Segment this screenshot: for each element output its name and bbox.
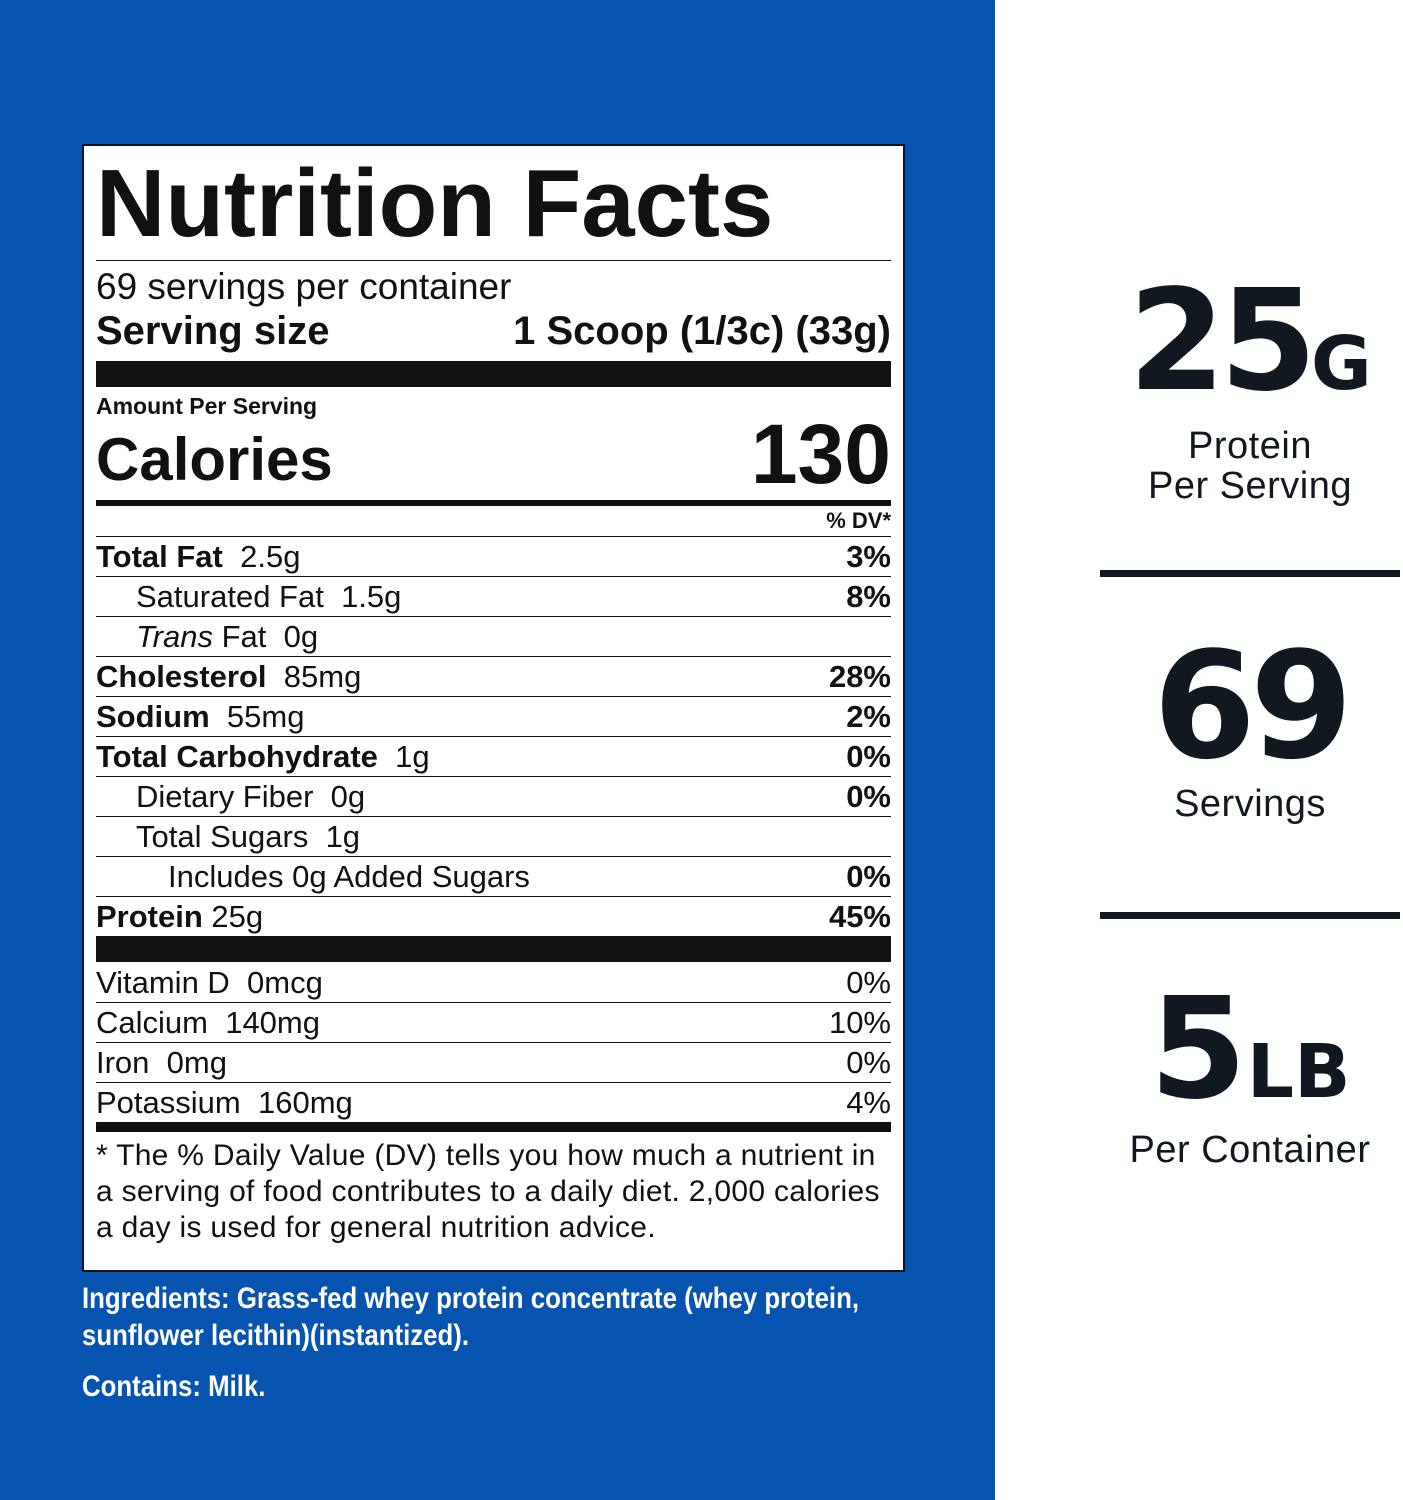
stat-label: Protein [1188,425,1312,467]
nutrient-name: Protein [96,899,203,934]
nutrient-amount: 1g [325,819,361,854]
vitamin-amount: 0mg [166,1045,227,1080]
vitamin-dv: 10% [828,1005,891,1040]
nutrient-name: Saturated Fat [136,579,324,614]
vitamin-row-potassium: Potassium 160mg 4% [96,1082,891,1122]
vitamin-row-vitamin-d: Vitamin D 0mcg 0% [96,962,891,1002]
nutrient-row-saturated-fat: Saturated Fat 1.5g 8% [96,576,891,616]
vitamin-name: Potassium [96,1085,241,1120]
nutrient-name: Includes 0g Added Sugars [168,859,530,894]
serving-size-value: 1 Scoop (1/3c) (33g) [513,309,891,353]
allergen-text: Contains: Milk. [82,1370,266,1403]
stat-label: Servings [1174,783,1326,825]
vitamin-list: Vitamin D 0mcg 0% Calcium 140mg 10% Iron… [96,962,891,1122]
nutrient-row-cholesterol: Cholesterol 85mg 28% [96,656,891,696]
nutrient-name: Cholesterol [96,659,267,694]
vitamin-name: Vitamin D [96,964,230,1000]
dv-header: % DV* [826,508,891,533]
calories-row: Calories 130 [96,412,891,496]
nutrient-row-total-sugars: Total Sugars 1g [96,816,891,856]
stat-value: 69 [1153,620,1353,792]
nutrient-amount: 85mg [283,659,362,694]
stat-servings: 69 Servings [1100,632,1400,824]
nutrition-facts-label: Nutrition Facts 69 servings per containe… [82,144,905,1272]
nutrient-name: Dietary Fiber [136,779,314,814]
stat-label: Per Serving [1147,465,1353,507]
nutrient-amount: 0g [330,779,366,814]
nutrient-row-trans-fat: Trans Fat 0g [96,616,891,656]
dv-footnote: * The % Daily Value (DV) tells you how m… [96,1139,880,1244]
nutrient-name: Total Fat [96,539,223,574]
ingredients-text: Ingredients: Grass-fed whey protein conc… [82,1282,860,1352]
nutrient-name: Sodium [96,699,210,734]
nutrient-row-total-carbohydrate: Total Carbohydrate 1g 0% [96,736,891,776]
stat-divider [1100,912,1400,919]
vitamin-amount: 0mcg [247,964,323,1000]
vitamin-dv: 0% [846,1045,891,1080]
divider [96,260,891,261]
vitamin-name: Calcium [96,1005,208,1040]
stat-divider [1100,570,1400,577]
medium-divider [96,500,891,506]
nutrient-dv: 0% [846,779,891,814]
vitamin-amount: 140mg [225,1005,320,1040]
nutrient-row-sodium: Sodium 55mg 2% [96,696,891,736]
label-title: Nutrition Facts [96,150,774,257]
serving-size: Serving size 1 Scoop (1/3c) (33g) [96,311,891,351]
stat-unit: LB [1246,1029,1351,1115]
calories-value: 130 [750,407,891,501]
nutrient-amount: 1g [395,739,430,774]
vitamin-row-calcium: Calcium 140mg 10% [96,1002,891,1042]
nutrient-dv: 45% [828,899,891,934]
serving-size-label: Serving size [96,309,330,353]
stat-label: Per Container [1129,1129,1371,1171]
nutrient-amount: 2.5g [240,539,301,574]
nutrient-dv: 0% [846,739,891,774]
nutrient-dv: 28% [828,659,891,694]
vitamin-dv: 0% [846,964,891,1000]
vitamin-dv: 4% [846,1085,891,1120]
medium-divider [96,1122,891,1132]
vitamin-name: Iron [96,1045,150,1080]
nutrient-amount: 55mg [226,699,305,734]
servings-per-container: 69 servings per container [96,266,512,307]
thick-divider [96,361,891,387]
amount-per-serving: Amount Per Serving [96,393,318,419]
nutrient-name-prefix: Trans [136,619,213,654]
nutrient-dv: 8% [846,579,891,614]
vitamin-row-iron: Iron 0mg 0% [96,1042,891,1082]
nutrient-dv: 0% [846,859,891,894]
stat-value: 5 [1149,968,1247,1131]
vitamin-amount: 160mg [257,1085,353,1120]
nutrient-dv: 3% [846,539,891,574]
nutrient-row-total-fat: Total Fat 2.5g 3% [96,536,891,576]
nutrient-amount: 0g [283,619,319,654]
nutrient-dv: 2% [846,699,891,734]
calories-label: Calories [96,426,333,493]
nutrient-name: Fat [221,619,267,654]
nutrient-row-added-sugars: Includes 0g Added Sugars 0% [96,856,891,896]
stat-value: 25 [1128,260,1317,423]
nutrient-row-dietary-fiber: Dietary Fiber 0g 0% [96,776,891,816]
nutrient-name: Total Carbohydrate [96,739,378,774]
thick-divider [96,936,891,962]
nutrient-row-protein: Protein 25g 45% [96,896,891,936]
nutrient-amount: 25g [211,899,264,934]
nutrient-name: Total Sugars [136,819,309,854]
stat-container: 5LB Per Container [1100,980,1400,1171]
stat-protein: 25G Protein Per Serving [1100,272,1400,507]
stat-unit: G [1311,321,1372,407]
nutrient-amount: 1.5g [341,579,402,614]
